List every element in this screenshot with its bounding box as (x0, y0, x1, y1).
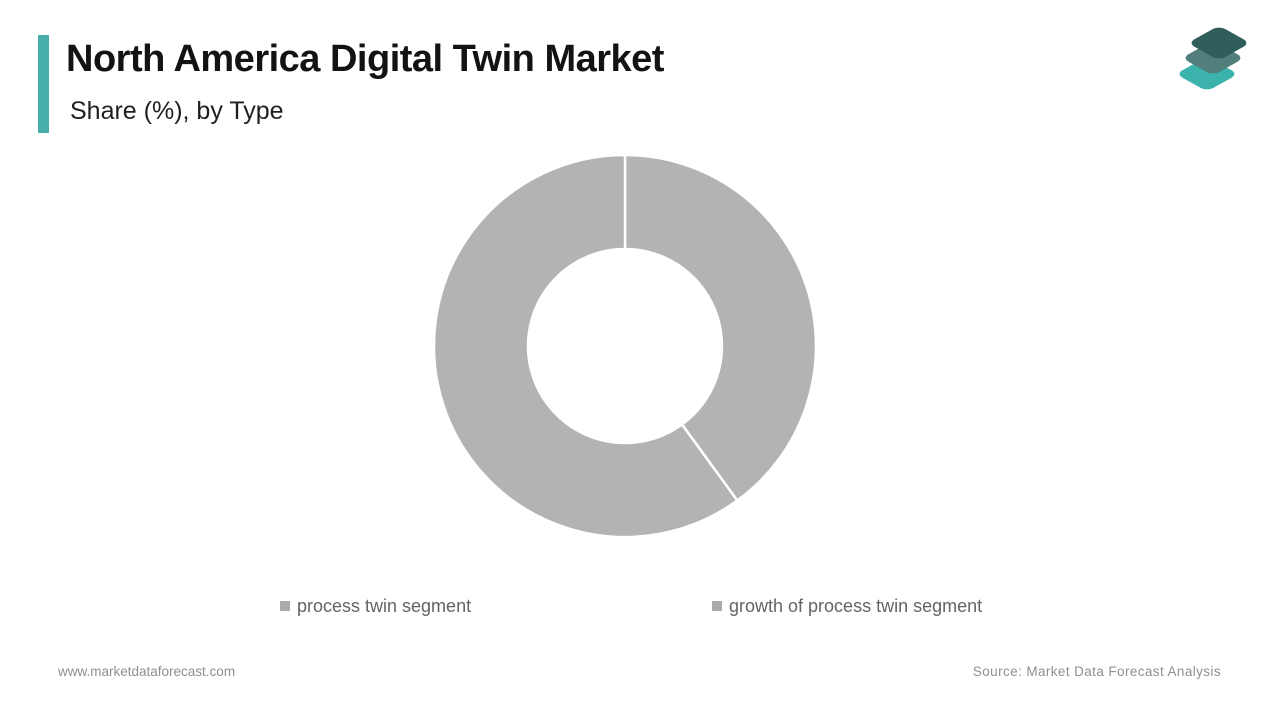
website-url: www.marketdataforecast.com (58, 664, 236, 679)
title-accent-bar (38, 35, 49, 133)
donut-slice-0 (623, 153, 818, 502)
donut-chart (430, 151, 820, 541)
page-subtitle: Share (%), by Type (70, 97, 284, 125)
legend-label: growth of process twin segment (729, 595, 983, 616)
legend-marker-icon (712, 601, 722, 611)
page-title: North America Digital Twin Market (66, 38, 664, 80)
legend-label: process twin segment (297, 595, 472, 616)
legend-item-process-twin: process twin segment (280, 595, 471, 617)
brand-logo-icon (1160, 10, 1270, 105)
legend-marker-icon (280, 601, 290, 611)
donut-slice-1 (432, 153, 739, 539)
legend-item-growth-process-twin: growth of process twin segment (712, 595, 982, 617)
donut-chart-svg (432, 153, 818, 539)
source-attribution: Source: Market Data Forecast Analysis (972, 664, 1221, 679)
